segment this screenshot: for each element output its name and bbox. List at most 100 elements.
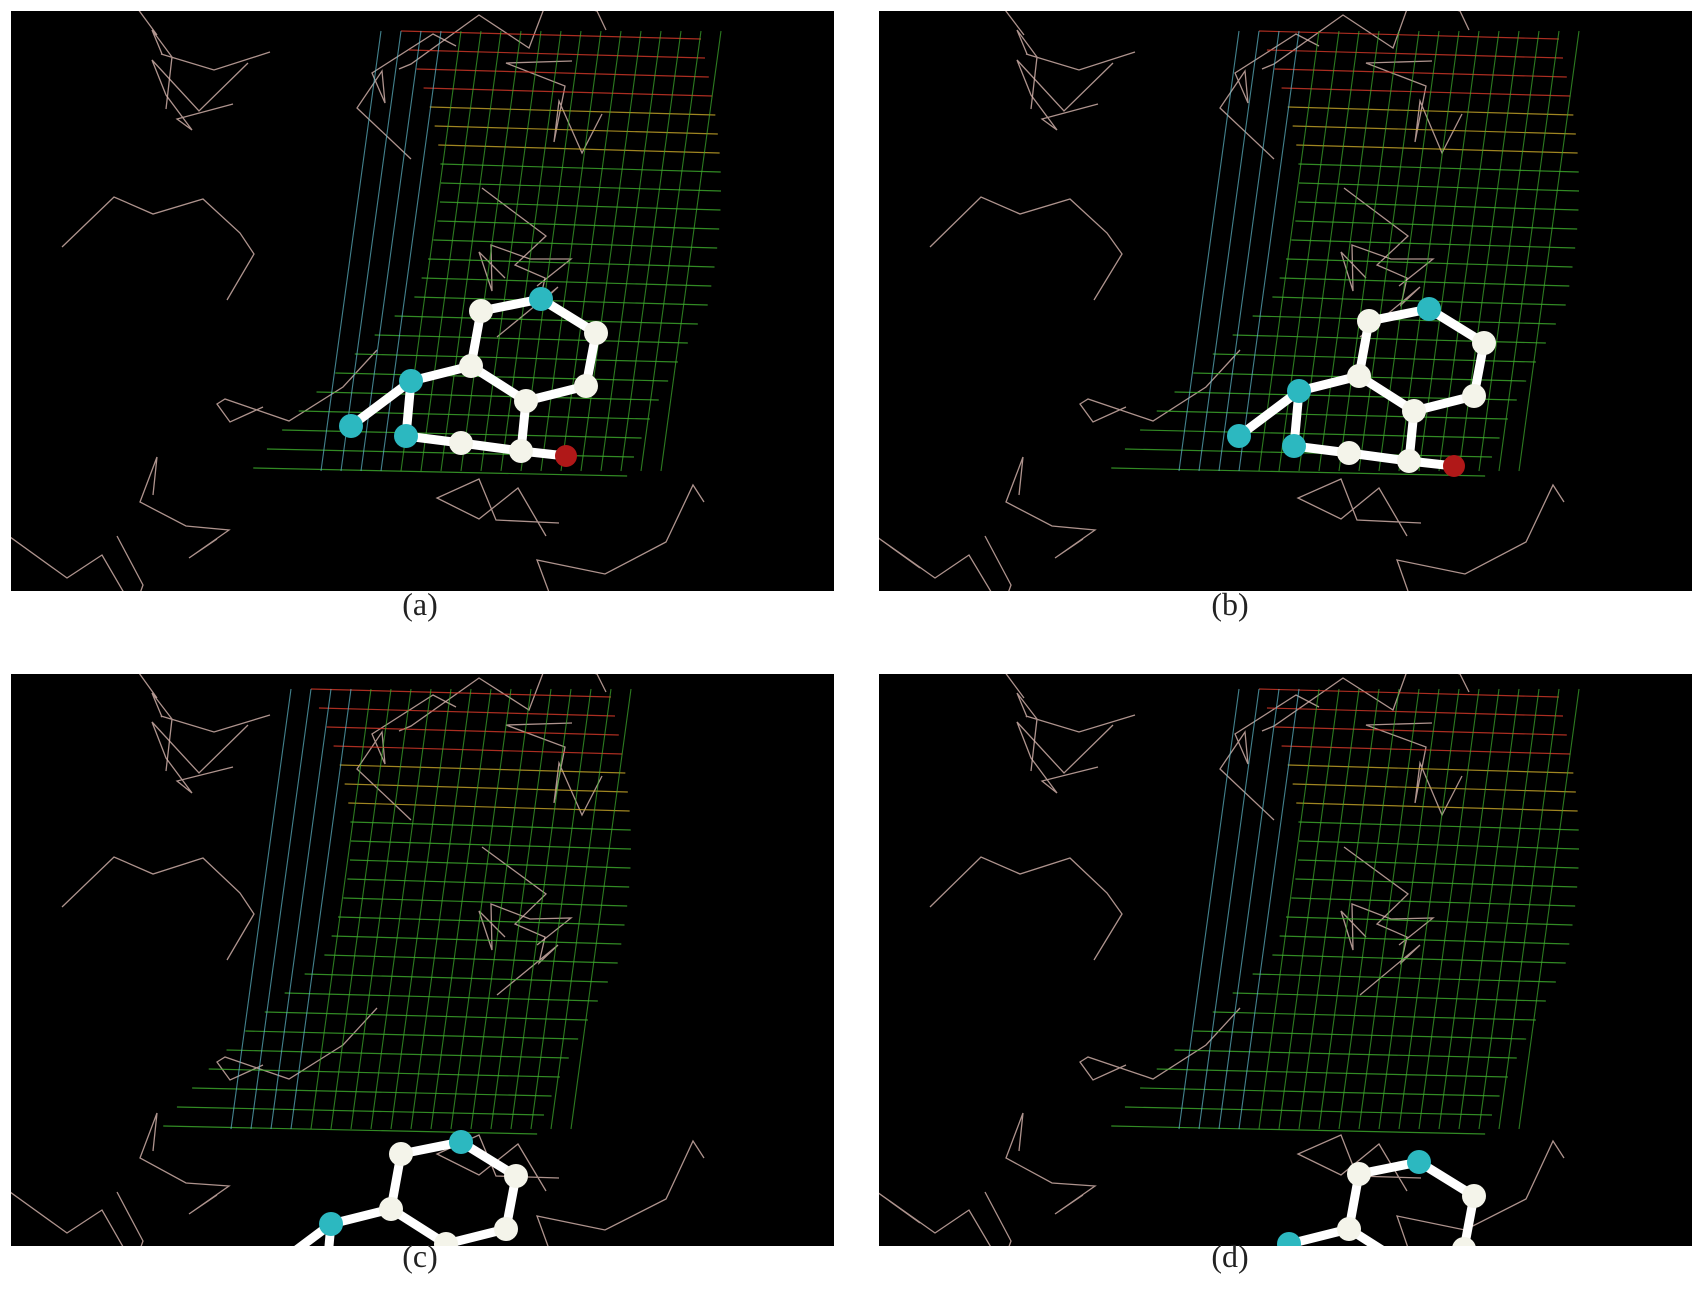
mesh-line [1499, 689, 1559, 1129]
mesh-line [1279, 31, 1339, 471]
protein-wire [152, 60, 248, 130]
protein-wire [399, 674, 606, 731]
atom [1462, 1184, 1486, 1208]
atom [469, 299, 493, 323]
atom [1472, 331, 1496, 355]
image-canvas [879, 11, 1692, 591]
protein-wire [1262, 674, 1469, 731]
protein-wire [1017, 60, 1113, 130]
mesh-line [1296, 145, 1577, 153]
mesh-line [267, 449, 634, 457]
mesh-line [1259, 689, 1559, 697]
atom [1337, 1217, 1361, 1241]
panel-label: (d) [1170, 1238, 1290, 1275]
mesh-line [1179, 31, 1239, 471]
protein-wire [1017, 722, 1113, 793]
protein-wire [1006, 457, 1095, 558]
atom [379, 1197, 403, 1221]
mesh-line [311, 689, 371, 1129]
mesh-line [1233, 335, 1546, 343]
protein-wire [987, 674, 1223, 698]
mesh-line [1419, 689, 1479, 1129]
molecule-image [11, 11, 834, 591]
atom [555, 445, 577, 467]
protein-wire [437, 479, 559, 536]
atom [1417, 297, 1441, 321]
mesh-line [1319, 689, 1379, 1129]
atom [319, 1212, 343, 1236]
mesh-line [285, 993, 598, 1001]
mesh-line [1157, 1069, 1508, 1077]
mesh-line [428, 259, 714, 267]
panel-label: (b) [1170, 586, 1290, 623]
mesh-line [571, 689, 631, 1129]
mesh-line [461, 31, 521, 471]
protein-wire [1298, 479, 1421, 536]
mesh-line [334, 746, 623, 754]
atom [449, 431, 473, 455]
mesh-line [1125, 1107, 1492, 1115]
mesh-line [1295, 879, 1577, 887]
protein-wire [11, 536, 143, 591]
mesh-line [417, 69, 709, 77]
atom [449, 1130, 473, 1154]
mesh-line [395, 316, 698, 324]
mesh-line [1140, 430, 1499, 438]
mesh-line [291, 689, 351, 1129]
image-canvas [879, 674, 1692, 1246]
protein-wire [152, 693, 270, 771]
mesh-line [1291, 240, 1575, 248]
image-canvas [11, 674, 834, 1246]
mesh-line [1179, 689, 1239, 1129]
mesh-line [430, 107, 716, 115]
protein-wire [987, 11, 1223, 35]
mesh-line [661, 31, 721, 471]
atom [574, 374, 598, 398]
mesh-line [1193, 1031, 1526, 1039]
mesh-line [581, 31, 641, 471]
protein-wire [879, 536, 1011, 591]
atom [1337, 441, 1361, 465]
mesh-line [1359, 689, 1419, 1129]
mesh-line [1519, 689, 1579, 1129]
mesh-line [435, 126, 718, 134]
mesh-line [437, 221, 719, 229]
mesh-line [331, 689, 391, 1129]
mesh-line [1479, 689, 1539, 1129]
mesh-line [1175, 1050, 1517, 1058]
mesh-line [391, 689, 451, 1129]
mesh-line [1259, 31, 1319, 471]
mesh-line [1233, 993, 1546, 1001]
mesh-line [1439, 689, 1499, 1129]
atom [509, 439, 533, 463]
mesh-line [440, 202, 721, 210]
protein-wire [506, 61, 602, 153]
protein-wire [121, 11, 356, 35]
atom [1402, 399, 1426, 423]
mesh-line [1298, 860, 1579, 868]
mesh-line [1286, 259, 1572, 267]
mesh-line [1275, 727, 1567, 735]
mesh-line [345, 784, 628, 792]
mesh-line [471, 689, 531, 1129]
mesh-line [1288, 107, 1574, 115]
mesh-line [1459, 689, 1519, 1129]
mesh-line [347, 879, 629, 887]
mesh-line [1519, 31, 1579, 471]
mesh-line [551, 689, 611, 1129]
mesh-line [271, 689, 331, 1129]
mesh-line [424, 88, 713, 96]
surface-mesh [1111, 689, 1579, 1134]
mesh-line [491, 689, 551, 1129]
mesh-line [1259, 689, 1319, 1129]
mesh-line [335, 373, 668, 381]
atom [584, 321, 608, 345]
mesh-line [163, 1126, 537, 1134]
mesh-line [192, 1088, 551, 1096]
mesh-line [253, 468, 627, 476]
panel-label: (c) [360, 1238, 480, 1275]
figure-page: {"panels": [{"label": "(a)"}, {"label": … [0, 0, 1692, 1298]
mesh-line [511, 689, 571, 1129]
mesh-line [1339, 31, 1399, 471]
mesh-line [1293, 784, 1576, 792]
